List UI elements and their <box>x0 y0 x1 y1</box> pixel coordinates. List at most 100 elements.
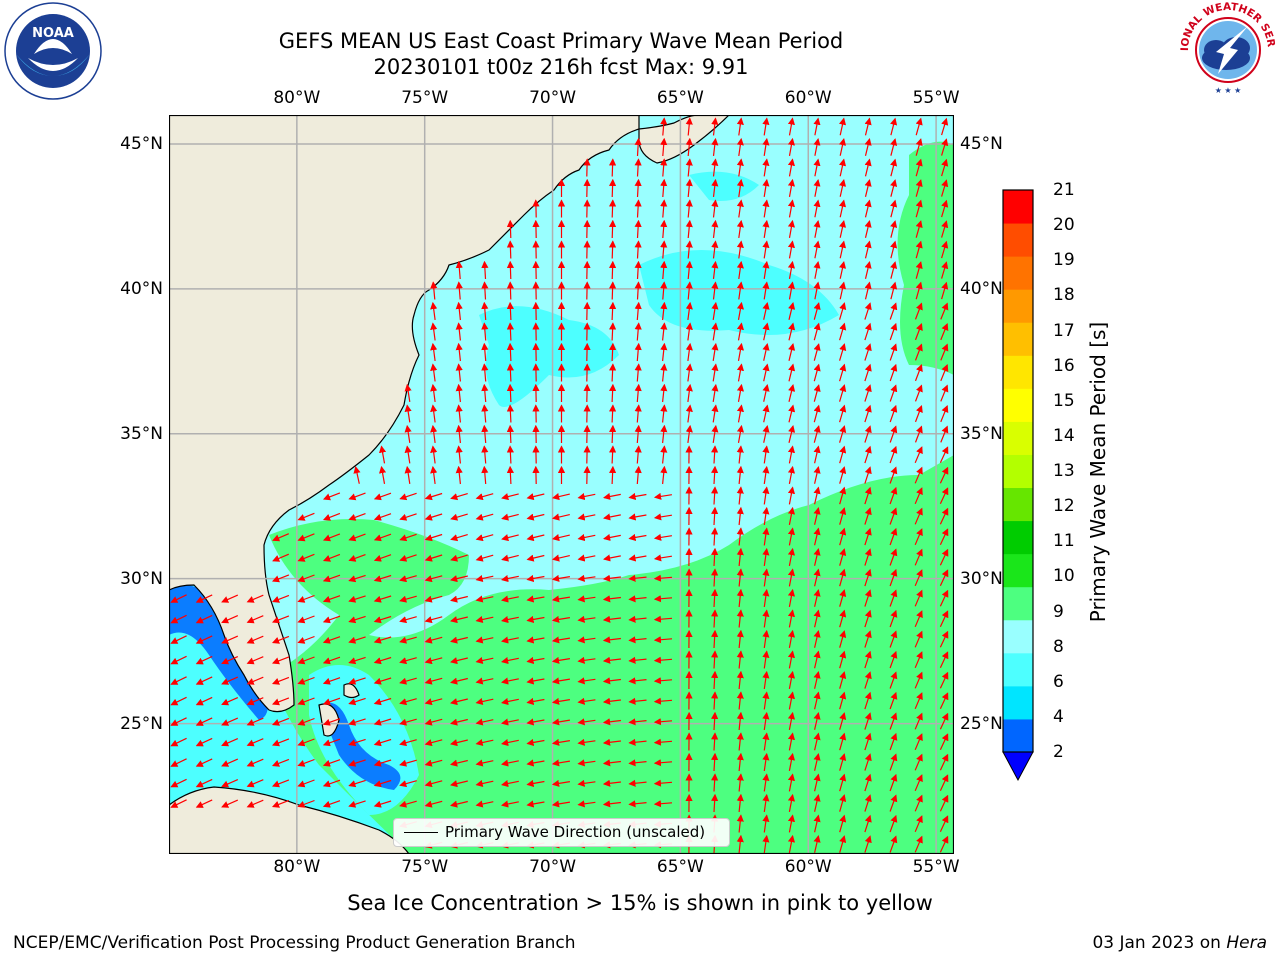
wave-arrow <box>762 527 770 546</box>
wave-arrow <box>526 615 545 623</box>
wave-arrow <box>711 609 719 628</box>
wave-arrow <box>609 445 617 464</box>
wave-arrow <box>864 404 872 423</box>
wave-arrow <box>195 737 213 747</box>
wave-arrow <box>501 697 519 706</box>
wave-arrow <box>736 301 744 321</box>
wave-arrow <box>373 800 392 808</box>
wave-arrow <box>940 384 949 402</box>
wave-arrow <box>551 636 570 644</box>
wave-arrow <box>634 404 642 423</box>
wave-arrow <box>170 594 187 603</box>
wave-arrow <box>736 383 744 403</box>
wave-arrow <box>455 383 463 403</box>
wave-arrow <box>271 594 290 603</box>
wave-arrow <box>628 718 647 726</box>
wave-arrow <box>271 799 290 808</box>
run-date: 03 Jan 2023 on Hera <box>1092 933 1267 953</box>
wave-arrow <box>813 179 821 197</box>
wave-arrow <box>660 240 668 259</box>
wave-arrow <box>762 425 770 443</box>
wave-arrow <box>297 738 315 747</box>
wave-arrow <box>609 322 617 341</box>
wave-arrow <box>813 138 821 156</box>
wave-arrow <box>787 814 796 833</box>
wave-arrow <box>787 547 796 567</box>
wave-arrow <box>501 779 519 788</box>
wave-arrow <box>762 793 770 812</box>
wave-arrow <box>475 636 494 644</box>
colorbar-tick: 2 <box>1053 742 1064 762</box>
wave-arrow <box>787 178 795 198</box>
wave-arrow <box>634 219 642 239</box>
wave-arrow <box>787 527 796 546</box>
wave-arrow <box>475 493 494 501</box>
wave-arrow <box>736 342 744 362</box>
wave-arrow <box>711 342 719 361</box>
wave-arrow <box>839 384 847 402</box>
wave-arrow <box>195 594 213 603</box>
wave-arrow <box>246 738 264 747</box>
wave-arrow <box>939 507 949 525</box>
wave-arrow <box>348 759 366 767</box>
wave-arrow <box>941 117 949 136</box>
wave-arrow <box>915 220 923 238</box>
wave-arrow <box>890 240 898 259</box>
colorbar-segment <box>1003 619 1033 654</box>
legend-line-swatch <box>404 832 438 833</box>
wave-arrow <box>430 465 438 484</box>
wave-arrow <box>450 780 468 788</box>
wave-arrow <box>634 178 642 198</box>
wave-arrow <box>246 615 264 624</box>
wave-arrow <box>864 466 872 484</box>
wave-arrow <box>506 342 514 362</box>
wave-arrow <box>762 609 770 628</box>
wave-arrow <box>628 615 647 623</box>
wave-arrow <box>839 835 847 853</box>
wave-arrow <box>890 199 898 218</box>
lon-tick-bottom: 65°W <box>656 857 704 877</box>
colorbar-tick: 16 <box>1053 355 1075 376</box>
wave-arrow <box>864 527 872 546</box>
wave-arrow <box>762 240 770 259</box>
wave-arrow <box>941 199 949 218</box>
wave-arrow <box>475 698 494 706</box>
wave-arrow <box>552 534 570 542</box>
colorbar-tick: 8 <box>1053 636 1064 657</box>
wave-arrow <box>246 656 264 665</box>
wave-arrow <box>939 671 949 689</box>
wave-arrow <box>221 615 239 624</box>
wave-arrow <box>297 533 315 542</box>
wave-arrow <box>653 677 673 685</box>
wave-arrow <box>653 554 672 562</box>
wave-arrow <box>736 137 744 156</box>
wave-arrow <box>813 240 821 259</box>
wave-arrow <box>762 445 770 464</box>
wave-period-map <box>169 115 954 854</box>
wave-arrow <box>864 712 872 730</box>
wave-arrow <box>577 636 596 644</box>
wave-arrow <box>762 178 770 197</box>
wave-arrow <box>711 281 719 300</box>
wave-arrow <box>914 528 923 546</box>
wave-arrow <box>552 554 570 562</box>
wave-arrow <box>297 553 315 562</box>
wave-arrow <box>424 554 443 562</box>
wave-arrow <box>889 302 898 320</box>
wave-arrow <box>864 240 872 259</box>
wave-arrow <box>577 759 596 767</box>
wave-arrow <box>272 533 290 542</box>
wave-arrow <box>603 492 621 500</box>
wave-arrow <box>889 773 898 792</box>
wave-arrow <box>787 609 796 628</box>
wave-arrow <box>762 384 770 402</box>
wave-arrow <box>526 800 545 808</box>
wave-arrow <box>864 220 872 238</box>
wave-arrow <box>939 794 949 812</box>
wave-arrow <box>526 697 545 705</box>
wave-arrow <box>653 738 673 746</box>
colorbar-tick: 17 <box>1053 320 1075 341</box>
wave-arrow <box>660 117 668 136</box>
wave-arrow <box>711 506 719 526</box>
wave-arrow <box>889 425 898 443</box>
